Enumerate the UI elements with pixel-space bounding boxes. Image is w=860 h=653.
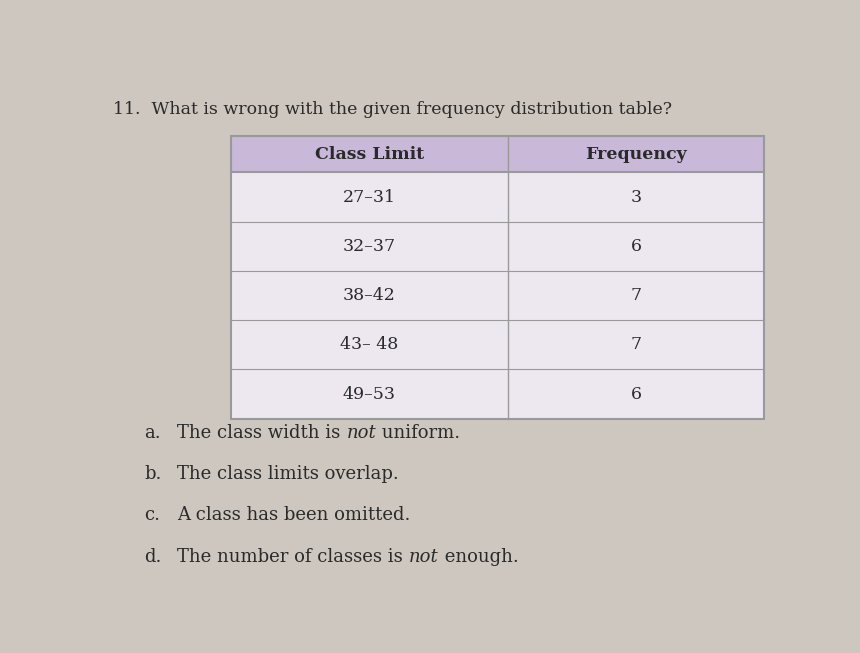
Text: 43– 48: 43– 48 <box>341 336 398 353</box>
Text: uniform.: uniform. <box>376 424 460 442</box>
Bar <box>508 172 764 221</box>
Bar <box>508 320 764 370</box>
Text: The class limits overlap.: The class limits overlap. <box>177 465 399 483</box>
Bar <box>230 221 508 271</box>
Text: The class width is: The class width is <box>177 424 347 442</box>
Text: 7: 7 <box>630 336 642 353</box>
Text: not: not <box>347 424 376 442</box>
Text: not: not <box>409 547 439 565</box>
Text: 38–42: 38–42 <box>343 287 396 304</box>
Text: 7: 7 <box>630 287 642 304</box>
Text: Class Limit: Class Limit <box>315 146 424 163</box>
Text: A class has been omitted.: A class has been omitted. <box>177 506 411 524</box>
Text: 6: 6 <box>630 238 642 255</box>
Bar <box>508 271 764 320</box>
Text: 11.  What is wrong with the given frequency distribution table?: 11. What is wrong with the given frequen… <box>113 101 672 118</box>
Text: 6: 6 <box>630 386 642 403</box>
Text: enough.: enough. <box>439 547 519 565</box>
Text: The number of classes is: The number of classes is <box>177 547 409 565</box>
Text: a.: a. <box>144 424 161 442</box>
Text: 49–53: 49–53 <box>343 386 396 403</box>
Text: d.: d. <box>144 547 162 565</box>
Bar <box>508 221 764 271</box>
Bar <box>230 370 508 419</box>
Text: 27–31: 27–31 <box>343 189 396 206</box>
Text: 3: 3 <box>630 189 642 206</box>
Bar <box>508 370 764 419</box>
Bar <box>230 271 508 320</box>
Bar <box>230 136 508 172</box>
Bar <box>230 172 508 221</box>
Text: c.: c. <box>144 506 160 524</box>
Text: b.: b. <box>144 465 162 483</box>
Text: Frequency: Frequency <box>585 146 687 163</box>
Bar <box>230 320 508 370</box>
Bar <box>508 136 764 172</box>
Text: 32–37: 32–37 <box>343 238 396 255</box>
